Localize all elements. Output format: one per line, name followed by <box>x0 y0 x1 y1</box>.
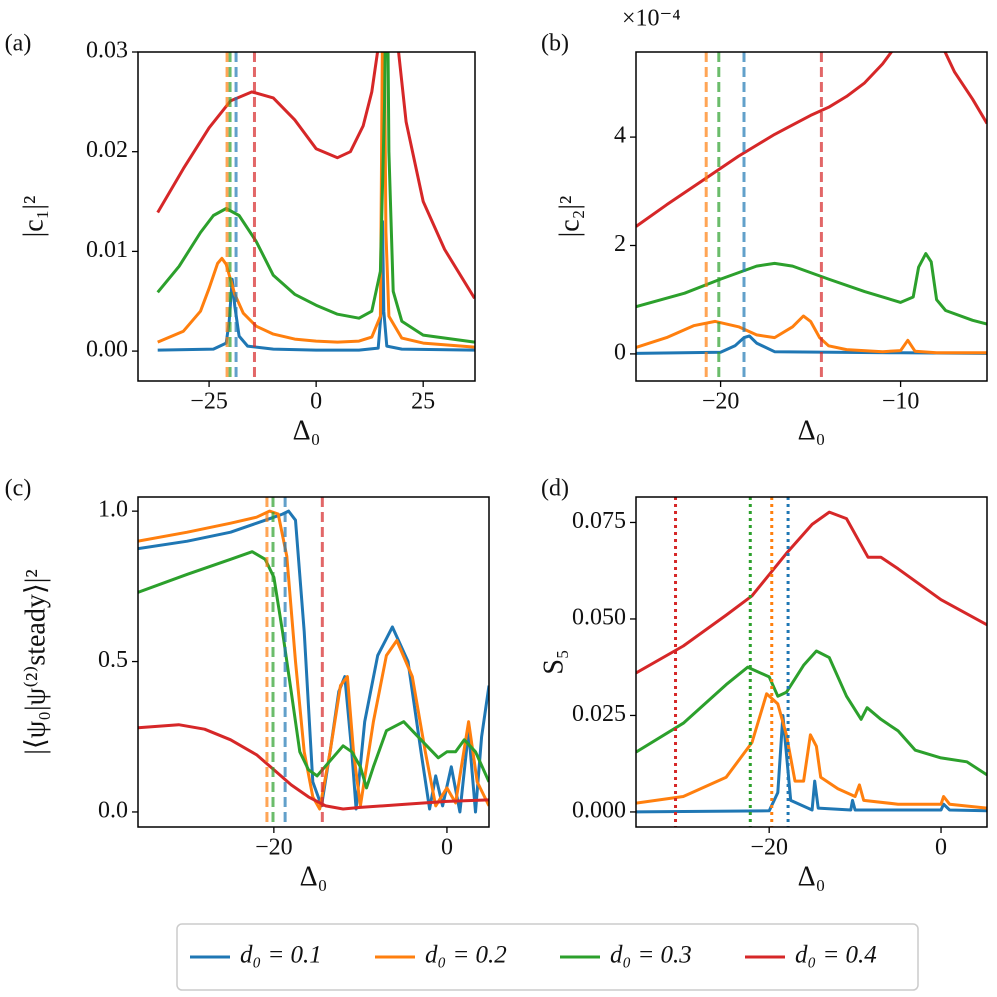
y-tick-label: 0.0 <box>98 797 128 823</box>
y-tick-label: 0.5 <box>98 647 128 673</box>
plot-area <box>138 497 489 827</box>
axes-frame <box>137 51 476 382</box>
legend-label: d₀ = 0.4 <box>795 942 877 969</box>
y-axis-label: |c₂|² <box>554 196 585 238</box>
plot-area <box>636 52 987 381</box>
series-line <box>636 510 987 675</box>
series-line <box>636 334 987 355</box>
series-line <box>157 220 475 352</box>
series-line <box>156 52 475 344</box>
axes-frame <box>635 51 988 382</box>
legend-label: d₀ = 0.2 <box>425 942 507 969</box>
y-axis-label: |c₁|² <box>18 196 49 238</box>
panel-label: (b) <box>541 31 569 57</box>
y-axis-label: |⟨ψ₀|ψ⁽²⁾steady⟩|² <box>20 569 51 755</box>
x-tick-label: −25 <box>190 389 228 415</box>
x-tick-label: 25 <box>411 389 435 415</box>
panel-label: (d) <box>541 476 569 502</box>
y-tick-label: 4 <box>614 123 626 149</box>
y-tick-label: 0.03 <box>86 38 128 64</box>
x-tick-label: 0 <box>935 835 947 861</box>
y-tick-label: 0.00 <box>86 337 128 363</box>
series-line <box>636 714 987 814</box>
plot-area <box>636 497 987 827</box>
y-tick-label: 2 <box>614 231 626 257</box>
x-axis-label: Δ₀ <box>798 861 826 892</box>
y-axis-label: S₅ <box>538 649 569 674</box>
series-line <box>156 52 475 300</box>
y-tick-label: 0.02 <box>86 137 128 163</box>
y-tick-label: 1.0 <box>98 497 128 523</box>
series-line <box>636 649 987 777</box>
series-line <box>636 314 987 355</box>
x-tick-label: −20 <box>702 389 740 415</box>
series-line <box>138 550 489 790</box>
legend-label: d₀ = 0.1 <box>240 942 322 969</box>
x-tick-label: 0 <box>310 389 322 415</box>
panel-label: (a) <box>5 31 32 57</box>
legend-frame <box>176 923 919 991</box>
series-line <box>636 692 987 810</box>
x-tick-label: 0 <box>441 835 453 861</box>
x-tick-label: −10 <box>882 389 920 415</box>
y-tick-label: 0.01 <box>86 237 128 263</box>
plot-area <box>156 52 475 381</box>
series-line <box>157 52 475 349</box>
x-axis-label: Δ₀ <box>798 415 826 446</box>
x-tick-label: −20 <box>750 835 788 861</box>
y-tick-label: 0.025 <box>572 701 626 727</box>
axes-frame <box>635 496 988 828</box>
series-line <box>138 509 489 811</box>
panel-label: (c) <box>5 476 32 502</box>
y-tick-label: 0.050 <box>572 604 626 630</box>
legend-label: d₀ = 0.3 <box>610 942 692 969</box>
series-line <box>636 252 987 326</box>
x-axis-label: Δ₀ <box>293 415 321 446</box>
series-line <box>138 723 489 811</box>
series-line <box>636 52 987 228</box>
y-tick-label: 0 <box>614 339 626 365</box>
x-tick-label: −20 <box>255 835 293 861</box>
series-line <box>138 509 489 814</box>
y-tick-label: 0.075 <box>572 508 626 534</box>
x-axis-label: Δ₀ <box>300 861 328 892</box>
y-tick-label: 0.000 <box>572 797 626 823</box>
offset-text: ×10⁻⁴ <box>622 6 681 32</box>
